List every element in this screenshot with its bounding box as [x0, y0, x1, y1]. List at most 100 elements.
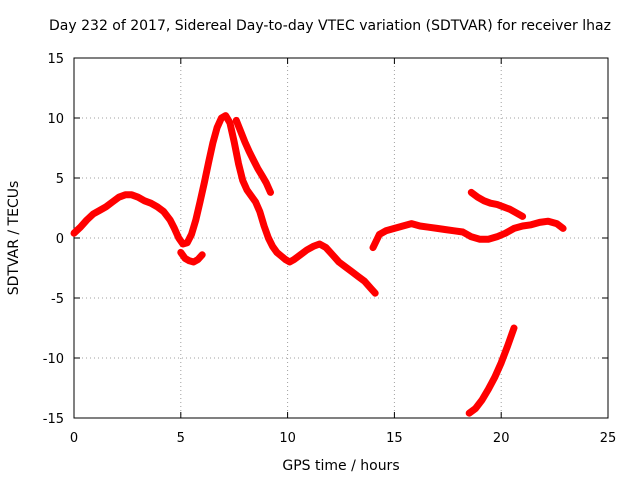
data-point [209, 140, 216, 147]
data-point [391, 225, 398, 232]
data-point [233, 117, 240, 124]
data-point [167, 217, 174, 223]
data-point [310, 243, 317, 250]
x-tick-label: 15 [386, 431, 403, 446]
series-main-arc [70, 112, 379, 297]
series-band [465, 324, 518, 417]
data-point [235, 160, 242, 167]
data-point [329, 251, 336, 258]
data-point [103, 203, 110, 210]
data-point [241, 139, 248, 145]
data-point [382, 227, 389, 234]
series-upper-branch [232, 116, 274, 196]
data-point [485, 386, 492, 393]
data-point [214, 124, 221, 131]
data-point [500, 203, 507, 210]
data-point [171, 225, 178, 232]
series-short-arc-positive [467, 188, 527, 220]
data-point [468, 189, 475, 196]
data-point [476, 236, 483, 243]
data-point [506, 206, 513, 213]
y-tick-label: 5 [56, 172, 64, 187]
x-tick-label: 5 [177, 431, 185, 446]
x-axis-label: GPS time / hours [282, 458, 399, 474]
y-tick-label: 15 [47, 52, 64, 67]
data-point [190, 259, 197, 265]
series-band [70, 112, 379, 297]
data-point [263, 179, 270, 186]
data-point [372, 290, 379, 297]
data-point [278, 253, 285, 259]
data-point [545, 218, 552, 225]
data-point [286, 259, 293, 265]
data-point [192, 217, 199, 223]
data-point [258, 172, 265, 179]
data-point [297, 251, 304, 258]
data-point [316, 241, 323, 247]
data-point [261, 223, 268, 229]
data-point [239, 177, 246, 184]
data-point [218, 115, 225, 121]
y-tick-label: -10 [43, 352, 64, 367]
data-point [199, 251, 206, 258]
data-point [519, 223, 526, 229]
data-point [513, 209, 520, 216]
data-point [177, 249, 184, 256]
data-series [70, 112, 567, 417]
data-point [246, 148, 253, 155]
data-point [361, 278, 368, 285]
data-point [466, 410, 473, 417]
x-tick-label: 25 [600, 431, 617, 446]
data-point [77, 224, 84, 231]
data-point [451, 227, 458, 234]
data-point [197, 199, 204, 205]
data-point [491, 374, 498, 381]
chart-title: Day 232 of 2017, Sidereal Day-to-day VTE… [49, 18, 611, 34]
data-point [244, 187, 251, 193]
data-point [335, 259, 342, 265]
data-point [498, 359, 505, 366]
series-late-recovery [369, 217, 567, 252]
series-short-arc-negative [465, 324, 518, 417]
data-point [96, 207, 103, 214]
data-point [182, 255, 189, 262]
data-point [370, 244, 377, 251]
data-point [399, 223, 406, 229]
data-point [348, 268, 355, 275]
data-point [504, 343, 511, 349]
data-point [493, 233, 500, 240]
data-point [417, 223, 424, 229]
data-point [408, 220, 415, 227]
y-tick-label: -15 [43, 412, 64, 427]
data-point [109, 199, 116, 205]
data-point [248, 193, 255, 199]
data-point [481, 197, 488, 204]
grid-lines [74, 58, 608, 418]
data-point [269, 243, 276, 250]
x-tick-label: 0 [70, 431, 78, 446]
data-point [128, 191, 135, 198]
data-point [267, 189, 274, 196]
data-point [252, 199, 259, 205]
data-point [273, 249, 280, 256]
data-point [254, 165, 261, 172]
series-band [369, 217, 567, 252]
data-point [194, 256, 201, 263]
x-tick-labels: 0 5 10 15 20 25 [70, 431, 616, 446]
data-point [425, 224, 432, 231]
data-point [560, 225, 567, 232]
x-tick-label: 10 [279, 431, 296, 446]
data-point [342, 263, 349, 270]
y-tick-label: 10 [47, 112, 64, 127]
plot-frame [73, 57, 609, 419]
data-point [256, 208, 263, 215]
data-point [376, 231, 383, 238]
data-point [493, 201, 500, 208]
data-point [519, 213, 526, 220]
data-point [478, 397, 485, 403]
data-point [442, 226, 449, 233]
data-point [201, 179, 208, 186]
data-point [184, 239, 191, 246]
data-point [468, 233, 475, 240]
